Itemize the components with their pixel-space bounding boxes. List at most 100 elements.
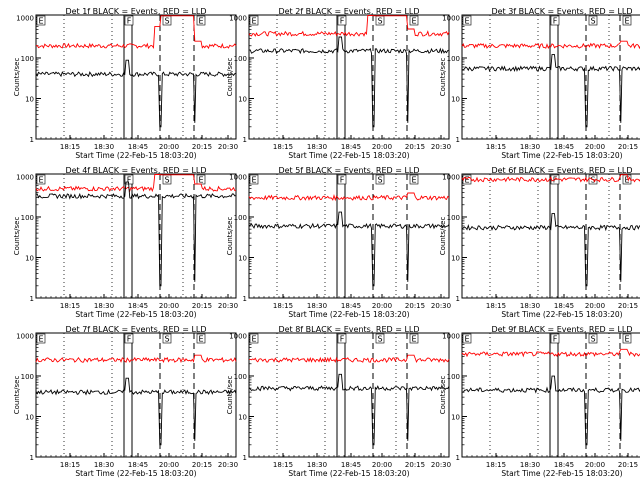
- y-tick-label: 1000: [442, 332, 460, 340]
- x-tick-label: 20:30: [431, 302, 451, 310]
- y-tick-label: 1: [243, 454, 247, 462]
- marker-label: E: [624, 335, 629, 344]
- y-tick-label: 1: [30, 454, 34, 462]
- marker-box: [337, 333, 347, 344]
- x-axis-label: Start Time (22-Feb-15 18:03:20): [501, 310, 622, 319]
- marker-label: F: [340, 335, 345, 344]
- x-tick-label: 20:00: [159, 302, 179, 310]
- marker-box: [36, 15, 46, 26]
- lld-series-line: [35, 15, 237, 50]
- lld-series-line: [248, 192, 450, 202]
- panel-7: Det 7f BLACK = Events, RED = LLD 1 10 100 10…: [13, 325, 238, 478]
- y-tick-label: 1: [30, 295, 34, 303]
- x-tick-label: 18:15: [273, 143, 293, 151]
- marker-label: S: [164, 17, 169, 26]
- x-tick-label: 18:45: [341, 302, 361, 310]
- plot-frame: [461, 332, 640, 458]
- x-tick-label: 18:15: [273, 302, 293, 310]
- events-series-line: [248, 373, 450, 446]
- lld-series-line: [461, 174, 640, 183]
- plot-frame: [35, 332, 237, 458]
- plot-frame: [35, 14, 237, 140]
- panel-title: Det 4f BLACK = Events, RED = LLD: [65, 166, 206, 175]
- y-tick-label: 10: [238, 254, 247, 262]
- panel-title: Det 6f BLACK = Events, RED = LLD: [491, 166, 632, 175]
- marker-label: E: [251, 176, 256, 185]
- marker-box: [36, 333, 46, 344]
- y-tick-label: 10: [25, 413, 34, 421]
- y-tick-label: 1000: [229, 332, 247, 340]
- x-tick-label: 18:45: [128, 302, 148, 310]
- events-series-line: [35, 181, 237, 287]
- marker-box: [550, 15, 560, 26]
- x-axis-label: Start Time (22-Feb-15 18:03:20): [288, 469, 409, 478]
- x-tick-label: 20:00: [372, 461, 392, 469]
- y-tick-label: 1000: [16, 173, 34, 181]
- marker-label: F: [340, 17, 345, 26]
- y-axis-label: Counts/sec: [13, 58, 21, 97]
- marker-box: [162, 333, 172, 344]
- x-tick-label: 18:15: [60, 143, 80, 151]
- marker-label: S: [590, 17, 595, 26]
- x-tick-label: 18:30: [307, 143, 327, 151]
- panel-2: Det 2f BLACK = Events, RED = LLD 1 10 100 10…: [226, 7, 451, 160]
- marker-box: [124, 15, 134, 26]
- marker-box: [409, 174, 419, 185]
- panel-title: Det 8f BLACK = Events, RED = LLD: [278, 325, 419, 334]
- marker-label: E: [464, 17, 469, 26]
- x-tick-label: 18:45: [128, 143, 148, 151]
- x-tick-label: 18:30: [94, 143, 114, 151]
- marker-label: E: [198, 335, 203, 344]
- plot-frame: [461, 14, 640, 140]
- x-axis-label: Start Time (22-Feb-15 18:03:20): [501, 469, 622, 478]
- panel-title: Det 7f BLACK = Events, RED = LLD: [65, 325, 206, 334]
- plot-frame: [248, 173, 450, 299]
- y-tick-label: 1: [243, 136, 247, 144]
- marker-box: [588, 15, 598, 26]
- x-tick-label: 20:15: [618, 302, 638, 310]
- y-tick-label: 100: [21, 55, 34, 63]
- x-tick-label: 18:15: [486, 302, 506, 310]
- marker-label: F: [553, 176, 558, 185]
- events-series-line: [461, 375, 640, 446]
- y-tick-label: 10: [451, 413, 460, 421]
- x-tick-label: 18:30: [307, 461, 327, 469]
- panel-title: Det 2f BLACK = Events, RED = LLD: [278, 7, 419, 16]
- panel-title: Det 9f BLACK = Events, RED = LLD: [491, 325, 632, 334]
- marker-label: E: [464, 335, 469, 344]
- marker-box: [337, 15, 347, 26]
- marker-box: [249, 174, 259, 185]
- y-tick-label: 1000: [442, 14, 460, 22]
- events-series-line: [248, 211, 450, 287]
- y-axis-label: Counts/sec: [439, 376, 447, 415]
- marker-box: [249, 15, 259, 26]
- x-tick-label: 20:30: [431, 143, 451, 151]
- marker-box: [375, 174, 385, 185]
- y-tick-label: 100: [234, 373, 247, 381]
- marker-label: S: [590, 176, 595, 185]
- plot-frame: [248, 332, 450, 458]
- y-tick-label: 10: [25, 254, 34, 262]
- marker-label: S: [377, 335, 382, 344]
- x-tick-label: 20:15: [618, 461, 638, 469]
- events-series-line: [462, 54, 640, 128]
- x-tick-label: 18:30: [520, 461, 540, 469]
- x-tick-label: 20:00: [585, 461, 605, 469]
- marker-label: E: [38, 335, 43, 344]
- y-tick-label: 10: [451, 254, 460, 262]
- marker-box: [462, 15, 472, 26]
- marker-box: [622, 333, 632, 344]
- panel-9: Det 9f BLACK = Events, RED = LLD 1 10 100 10…: [439, 325, 640, 478]
- y-tick-label: 10: [238, 413, 247, 421]
- marker-box: [462, 333, 472, 344]
- lld-series-line: [461, 348, 640, 358]
- lld-series-line: [249, 354, 450, 363]
- events-series-line: [35, 377, 237, 446]
- marker-label: F: [127, 17, 132, 26]
- panel-6: Det 6f BLACK = Events, RED = LLD 1 10 100 10…: [439, 166, 640, 319]
- marker-label: F: [553, 17, 558, 26]
- x-tick-label: 20:00: [372, 302, 392, 310]
- x-axis-label: Start Time (22-Feb-15 18:03:20): [501, 151, 622, 160]
- x-tick-label: 18:30: [520, 143, 540, 151]
